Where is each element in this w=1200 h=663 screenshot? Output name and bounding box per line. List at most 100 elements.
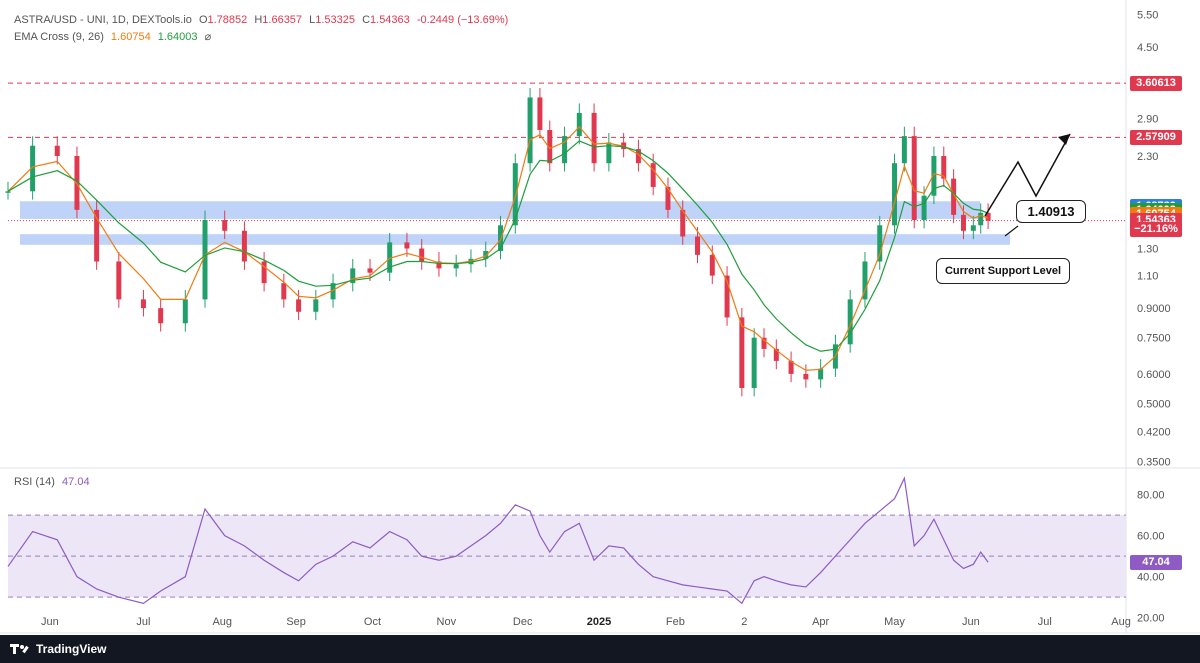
candle-body [261, 261, 267, 284]
candle-body [527, 97, 533, 164]
rsi-tick-label: 20.00 [1137, 613, 1165, 625]
tradingview-brand[interactable]: TradingView [36, 642, 107, 656]
symbol-label: ASTRA/USD - UNI, 1D, DEXTools.io [14, 14, 192, 26]
rsi-tick-label: 80.00 [1137, 490, 1165, 502]
time-tick-label: Jul [136, 616, 150, 628]
price-tag: 3.60613 [1130, 75, 1182, 91]
price-tag: −21.16% [1130, 222, 1182, 238]
candle-body [931, 155, 937, 196]
candle-body [724, 275, 730, 318]
time-tick-label: Jun [962, 616, 980, 628]
target-price-callout: 1.40913 [1016, 200, 1086, 223]
support-zone-2 [20, 234, 1010, 245]
candle-body [436, 261, 442, 269]
candle-body [296, 299, 302, 312]
support-label: Current Support Level [944, 265, 1062, 277]
time-tick-label: Jul [1038, 616, 1052, 628]
candle-body [709, 254, 715, 276]
support-zone-1 [20, 201, 980, 219]
close-value: 1.54363 [370, 14, 410, 26]
target-price-label: 1.40913 [1027, 204, 1075, 219]
candle-body [751, 337, 757, 389]
ema-fast-value: 1.60754 [110, 31, 151, 43]
change-value: -0.2449 (−13.69%) [416, 14, 509, 26]
price-tick-label: 5.50 [1137, 10, 1158, 22]
price-tick-label: 0.4200 [1137, 427, 1171, 439]
projection-arrowhead [1058, 134, 1070, 145]
price-tick-label: 0.7500 [1137, 333, 1171, 345]
candle-body [941, 155, 947, 179]
candle-body [877, 225, 883, 262]
price-tick-label: 1.30 [1137, 244, 1158, 256]
price-tick-label: 0.3500 [1137, 456, 1171, 468]
price-tick-label: 0.5000 [1137, 398, 1171, 410]
visibility-icon[interactable]: ⌀ [204, 31, 212, 43]
candle-body [222, 219, 228, 231]
candle-body [158, 308, 164, 324]
footer-bar: TradingView [0, 635, 1200, 663]
candle-body [951, 178, 957, 215]
ema-slow-value: 1.64003 [157, 31, 198, 43]
rsi-tick-label: 60.00 [1137, 531, 1165, 543]
candle-body [387, 242, 393, 273]
candle-body [739, 317, 745, 389]
candle-body [665, 186, 671, 210]
candle-body [985, 212, 991, 221]
ema-9-line [7, 125, 989, 371]
chart-legend-symbol: ASTRA/USD - UNI, 1D, DEXTools.io O1.7885… [14, 14, 509, 26]
candle-body [978, 212, 984, 226]
candle-body [330, 283, 336, 300]
support-callout: Current Support Level [936, 258, 1070, 284]
candle-body [635, 149, 641, 164]
candle-body [680, 209, 686, 237]
tradingview-logo-icon[interactable] [10, 642, 30, 656]
rsi-value: 47.04 [62, 476, 90, 488]
price-tick-label: 1.10 [1137, 271, 1158, 283]
target-leader [1004, 225, 1019, 237]
projection-path [984, 133, 1071, 217]
price-tick-label: 0.9000 [1137, 303, 1171, 315]
candle-body [140, 299, 146, 309]
price-tick-label: 2.30 [1137, 151, 1158, 163]
candle-body [921, 195, 927, 220]
candle-body [862, 261, 868, 300]
rsi-tick-label: 40.00 [1137, 572, 1165, 584]
time-tick-label: Apr [812, 616, 829, 628]
candle-body [404, 242, 410, 249]
candle-body [911, 136, 917, 220]
candle-body [313, 299, 319, 312]
time-tick-label: 2 [741, 616, 747, 628]
candle-body [419, 248, 425, 262]
ema-label: EMA Cross (9, 26) [14, 31, 104, 43]
candle-body [892, 163, 898, 226]
rsi-legend: RSI (14) 47.04 [14, 476, 94, 488]
high-value: 1.66357 [262, 14, 303, 26]
candle-body [483, 251, 489, 259]
candle-body [901, 136, 907, 164]
candle-body [367, 268, 373, 273]
candle-body [695, 236, 701, 255]
time-tick-label: Sep [286, 616, 306, 628]
candle-body [54, 145, 60, 156]
candle-body [818, 368, 824, 380]
candle-body [350, 268, 356, 284]
candle-body [803, 373, 809, 380]
candle-body [562, 136, 568, 164]
candle-body [537, 97, 543, 130]
candle-body [773, 348, 779, 361]
candle-body [547, 129, 553, 164]
time-tick-label: Oct [364, 616, 381, 628]
candle-body [281, 283, 287, 300]
time-tick-label: Jun [41, 616, 59, 628]
time-tick-label: 2025 [587, 616, 611, 628]
time-tick-label: Aug [212, 616, 232, 628]
candle-body [970, 225, 976, 231]
candle-body [788, 360, 794, 374]
price-tick-label: 0.6000 [1137, 369, 1171, 381]
candle-body [847, 299, 853, 345]
time-tick-label: Feb [666, 616, 685, 628]
rsi-price-tag: 47.04 [1130, 554, 1182, 570]
candle-body [94, 209, 100, 262]
candle-body [606, 142, 612, 164]
